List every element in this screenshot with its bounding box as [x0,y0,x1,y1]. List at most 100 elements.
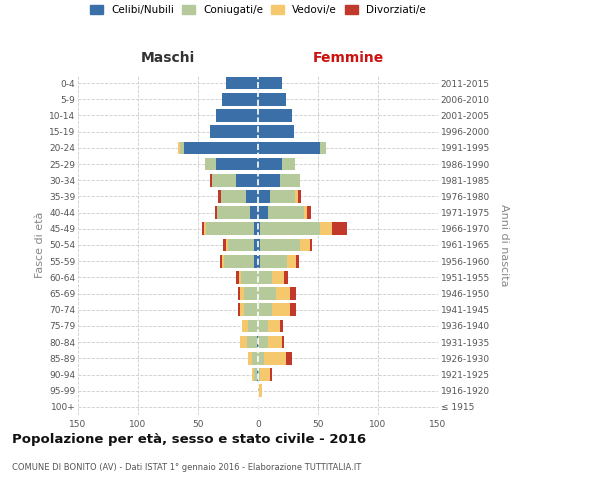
Bar [258,271,272,283]
Bar [215,206,217,219]
Bar [287,255,296,268]
Bar [184,142,258,154]
Bar [244,304,258,316]
Bar [258,158,282,170]
Bar [258,238,260,252]
Bar [178,142,180,154]
Bar [258,255,260,268]
Bar [270,368,272,381]
Bar [284,271,288,283]
Bar [258,384,259,397]
Bar [276,288,290,300]
Bar [254,222,258,235]
Bar [304,206,307,219]
Bar [260,222,320,235]
Bar [236,174,258,186]
Bar [250,206,258,219]
Bar [210,174,212,186]
Bar [320,142,326,154]
Bar [246,190,258,202]
Text: COMUNE DI BONITO (AV) - Dati ISTAT 1° gennaio 2016 - Elaborazione TUTTITALIA.IT: COMUNE DI BONITO (AV) - Dati ISTAT 1° ge… [12,462,361,471]
Bar [248,320,258,332]
Bar [258,126,294,138]
Bar [272,304,290,316]
Bar [206,222,254,235]
Bar [298,190,301,202]
Bar [258,142,320,154]
Bar [258,352,264,364]
Bar [320,222,332,235]
Bar [258,109,292,122]
Legend: Celibi/Nubili, Coniugati/e, Vedovi/e, Divorziati/e: Celibi/Nubili, Coniugati/e, Vedovi/e, Di… [90,6,426,16]
Text: Maschi: Maschi [141,51,195,65]
Bar [222,255,224,268]
Bar [280,320,283,332]
Bar [258,174,280,186]
Bar [254,368,257,381]
Bar [236,271,239,283]
Bar [238,288,240,300]
Bar [268,320,280,332]
Y-axis label: Fasce di età: Fasce di età [35,212,45,278]
Bar [220,255,222,268]
Bar [205,158,216,170]
Bar [259,384,262,397]
Bar [240,304,244,316]
Bar [290,304,296,316]
Bar [272,271,284,283]
Bar [204,222,206,235]
Bar [242,320,248,332]
Bar [240,336,247,348]
Bar [258,320,268,332]
Bar [254,255,258,268]
Bar [258,336,268,348]
Bar [270,190,295,202]
Bar [258,93,286,106]
Bar [239,271,241,283]
Y-axis label: Anni di nascita: Anni di nascita [499,204,509,286]
Bar [212,174,236,186]
Bar [226,77,258,90]
Bar [241,271,258,283]
Bar [258,288,276,300]
Bar [228,238,254,252]
Bar [240,288,244,300]
Bar [223,238,226,252]
Bar [217,206,250,219]
Bar [332,222,347,235]
Bar [282,336,284,348]
Bar [282,158,295,170]
Bar [224,255,254,268]
Bar [252,352,258,364]
Bar [258,77,282,90]
Bar [226,238,228,252]
Bar [260,255,287,268]
Bar [216,158,258,170]
Bar [258,206,268,219]
Bar [310,238,312,252]
Bar [264,352,286,364]
Bar [202,222,204,235]
Bar [260,368,270,381]
Bar [257,336,258,348]
Bar [268,336,282,348]
Bar [180,142,184,154]
Bar [216,109,258,122]
Bar [260,238,300,252]
Bar [238,304,240,316]
Bar [295,190,298,202]
Bar [258,190,270,202]
Text: Popolazione per età, sesso e stato civile - 2016: Popolazione per età, sesso e stato civil… [12,432,366,446]
Bar [221,190,246,202]
Bar [248,352,252,364]
Text: Femmine: Femmine [313,51,383,65]
Bar [258,304,272,316]
Bar [254,238,258,252]
Bar [286,352,292,364]
Bar [247,336,257,348]
Bar [258,368,260,381]
Bar [300,238,310,252]
Bar [307,206,311,219]
Bar [280,174,300,186]
Bar [244,288,258,300]
